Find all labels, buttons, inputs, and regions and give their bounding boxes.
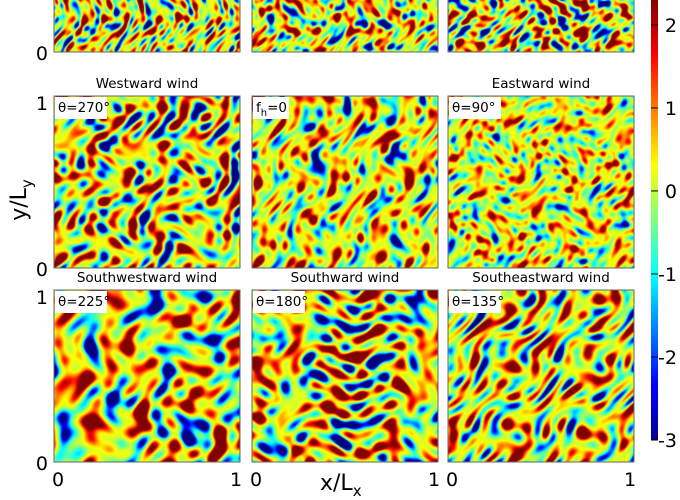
panel-title-9: Southeastward wind	[472, 270, 610, 286]
y-axis-label-group: y/Ly	[7, 179, 36, 221]
x-axis-label: x/Lx	[320, 471, 362, 500]
panel-tag-bg-9	[449, 291, 501, 313]
panel-tag-7: θ=225°	[58, 294, 110, 310]
panel-3	[447, 0, 635, 53]
panel-frame-3	[447, 0, 635, 53]
panel-field-8	[252, 290, 438, 462]
panel-frame-7	[53, 289, 241, 463]
x-tick-label-3: 0	[250, 469, 262, 491]
panel-field-9	[448, 290, 634, 462]
y-tick-label-5: 0	[36, 453, 48, 475]
colorbar-tick-label-4: -1	[658, 264, 677, 286]
y-tick-label-3: 0	[36, 259, 48, 281]
y-tick-label-1: 0	[36, 43, 48, 65]
y-tick-label-4: 1	[36, 287, 48, 309]
colorbar-tick-label-2: 1	[665, 98, 677, 120]
panel-tag-bg-4	[55, 97, 107, 119]
x-tick-label-6: 1	[624, 469, 636, 491]
colorbar-tick-label-6: -3	[658, 430, 677, 452]
panel-field-7	[54, 290, 240, 462]
panel-tag-4: θ=270°	[58, 100, 110, 116]
panel-1	[53, 0, 241, 53]
panel-frame-5	[251, 95, 439, 269]
panel-field-2	[252, 0, 438, 52]
colorbar-tick-label-3: 0	[665, 181, 677, 203]
panel-9: Southeastward wind θ=135°	[447, 270, 635, 463]
panel-8: Southward wind θ=180°	[251, 270, 439, 463]
panel-tag-bg-5	[253, 97, 289, 119]
panel-field-5	[252, 96, 438, 268]
panel-frame-6	[447, 95, 635, 269]
panel-6: Eastward wind θ=90°	[447, 76, 635, 269]
panel-tag-bg-8	[253, 291, 305, 313]
x-tick-label-2: 1	[230, 469, 242, 491]
panel-frame-9	[447, 289, 635, 463]
panel-title-7: Southwestward wind	[77, 270, 217, 286]
panel-field-4	[54, 96, 240, 268]
panel-tag-bg-7	[55, 291, 107, 313]
panel-5: fh=0	[251, 95, 439, 269]
panel-7: Southwestward wind θ=225°	[53, 270, 241, 463]
panel-field-6	[448, 96, 634, 268]
panel-tag-9: θ=135°	[452, 294, 504, 310]
x-tick-label-4: 1	[428, 469, 440, 491]
x-tick-label-5: 0	[446, 469, 458, 491]
panel-tag-5: fh=0	[256, 100, 287, 119]
colorbar-tick-label-5: -2	[658, 347, 677, 369]
panel-4: Westward wind θ=270°	[53, 76, 241, 269]
y-axis-label: y/Ly	[7, 179, 36, 221]
panel-field-3	[448, 0, 634, 52]
panel-tag-6: θ=90°	[452, 100, 496, 116]
panel-2	[251, 0, 439, 53]
y-tick-label-2: 1	[36, 93, 48, 115]
panel-frame-2	[251, 0, 439, 53]
panel-title-4: Westward wind	[96, 76, 199, 92]
panel-title-8: Southward wind	[291, 270, 400, 286]
colorbar-tick-label-1: 2	[665, 15, 677, 37]
panel-field-1	[54, 0, 240, 52]
x-tick-label-1: 0	[52, 469, 64, 491]
panel-title-6: Eastward wind	[492, 76, 591, 92]
colorbar-ticks-group: 2 1 0 -1 -2 -3	[651, 15, 677, 452]
panels-group: Westward wind θ=270° fh=0 Eastward wind θ=90…	[53, 0, 635, 463]
panel-frame-4	[53, 95, 241, 269]
colorbar	[651, 0, 658, 440]
panel-tag-8: θ=180°	[256, 294, 308, 310]
panel-frame-1	[53, 0, 241, 53]
panel-tag-bg-6	[449, 97, 501, 119]
panel-frame-8	[251, 289, 439, 463]
